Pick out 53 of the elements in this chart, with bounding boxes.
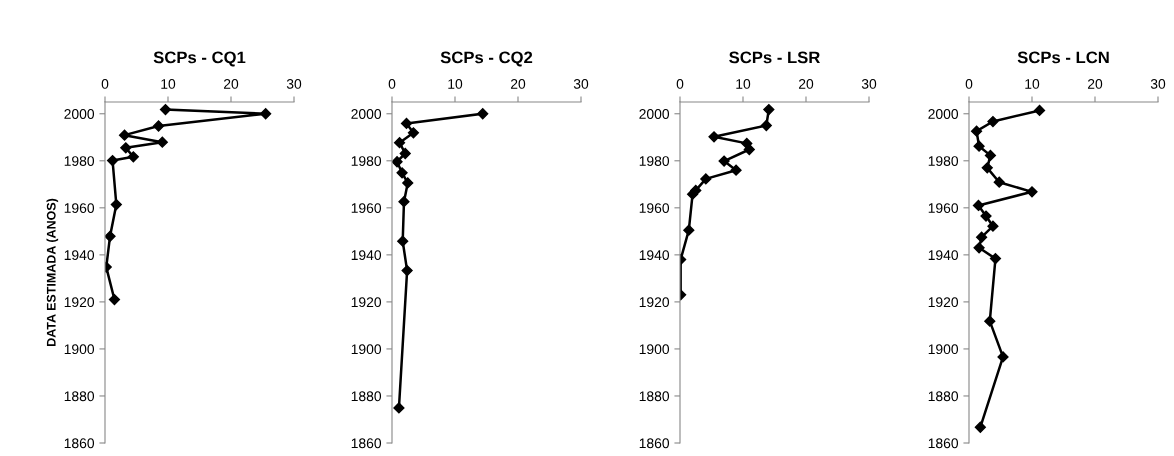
y-tick-label: 1940 (351, 250, 382, 261)
chart-title: SCPs - LCN (1017, 51, 1109, 64)
x-tick-label: 10 (161, 79, 176, 89)
x-tick-label: 20 (223, 79, 239, 89)
x-tick-label: 30 (286, 79, 302, 89)
y-tick-label: 1880 (639, 391, 670, 402)
y-tick-label: 1900 (64, 344, 95, 355)
y-tick-label: 1940 (928, 250, 959, 261)
y-tick-label: 1860 (928, 438, 959, 449)
y-tick-label: 2000 (928, 109, 959, 119)
y-tick-label: 1980 (928, 156, 959, 166)
x-tick-label: 30 (1150, 79, 1166, 89)
x-tick-label: 0 (101, 79, 109, 89)
y-tick-label: 1940 (64, 250, 95, 261)
x-tick-label: 10 (736, 79, 751, 89)
x-tick-label: 30 (573, 79, 589, 89)
y-tick-label: 1920 (351, 297, 382, 308)
y-tick-label: 1960 (351, 203, 382, 213)
y-tick-label: 2000 (639, 109, 670, 119)
x-tick-label: 30 (861, 79, 877, 89)
chart-title: SCPs - CQ1 (153, 51, 246, 67)
y-tick-label: 1980 (64, 156, 95, 166)
y-tick-label: 1880 (928, 391, 959, 402)
y-tick-label: 1900 (928, 344, 959, 355)
y-tick-label: 1960 (639, 203, 670, 213)
x-tick-label: 20 (510, 79, 526, 89)
y-tick-label: 2000 (64, 109, 95, 119)
chart-title: SCPs - LSR (729, 51, 820, 64)
y-tick-label: 1960 (928, 203, 959, 213)
y-tick-label: 1900 (351, 344, 382, 355)
x-tick-label: 0 (676, 79, 684, 89)
y-tick-label: 1920 (928, 297, 959, 308)
y-tick-label: 1860 (639, 438, 670, 449)
x-tick-label: 20 (1087, 79, 1103, 89)
y-tick-label: 1860 (64, 438, 95, 449)
y-tick-label: 1920 (639, 297, 670, 308)
y-tick-label: 1960 (64, 203, 95, 213)
x-tick-label: 10 (1025, 79, 1040, 89)
y-tick-label: 2000 (351, 109, 382, 119)
x-tick-label: 20 (798, 79, 814, 89)
y-tick-label: 1980 (351, 156, 382, 166)
y-tick-label: 1920 (64, 297, 95, 308)
y-tick-label: 1900 (639, 344, 670, 355)
chart-title: SCPs - CQ2 (440, 51, 533, 67)
y-tick-label: 1880 (64, 391, 95, 402)
y-tick-label: 1940 (639, 250, 670, 261)
y-tick-label: 1880 (351, 391, 382, 402)
x-tick-label: 0 (965, 79, 973, 89)
x-tick-label: 0 (388, 79, 396, 89)
y-tick-label: 1860 (351, 438, 382, 449)
x-tick-label: 10 (448, 79, 463, 89)
y-axis-title: DATA ESTIMADA (ANOS) (46, 198, 59, 346)
y-tick-label: 1980 (639, 156, 670, 166)
